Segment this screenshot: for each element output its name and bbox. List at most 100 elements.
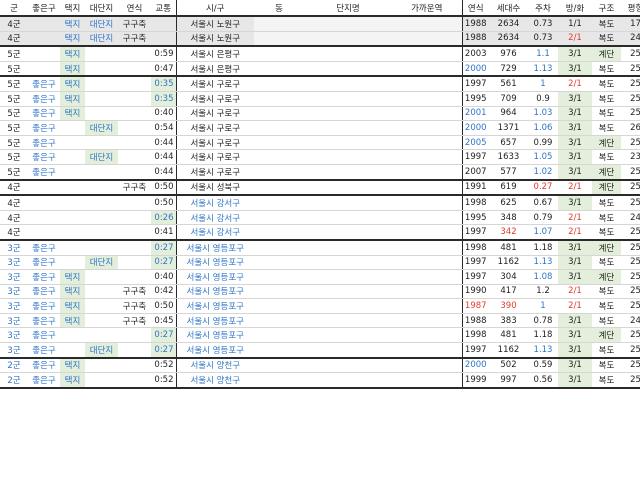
- size-cell[interactable]: 25: [621, 224, 640, 241]
- gun-cell[interactable]: 5군: [0, 149, 28, 165]
- large-complex-cell[interactable]: 대단지: [85, 342, 118, 359]
- age-class-cell[interactable]: [118, 269, 151, 285]
- good-gu-cell[interactable]: 좋은구: [28, 91, 60, 107]
- age-class-cell[interactable]: [118, 46, 151, 62]
- header-size[interactable]: 평형: [621, 0, 640, 17]
- size-cell[interactable]: 25: [621, 61, 640, 78]
- header-large-complex[interactable]: 대단지: [85, 0, 118, 17]
- complex-name-cell[interactable]: [304, 298, 392, 314]
- size-cell[interactable]: 23: [621, 149, 640, 165]
- large-complex-cell[interactable]: [85, 327, 118, 344]
- dong-cell[interactable]: [254, 313, 304, 329]
- households-cell[interactable]: 619: [489, 179, 528, 197]
- complex-name-cell[interactable]: [304, 342, 392, 359]
- city-gu-cell[interactable]: 서울시 양천구: [175, 372, 254, 389]
- traffic-cell[interactable]: 0:27: [151, 239, 176, 256]
- dong-cell[interactable]: [254, 342, 304, 359]
- traffic-cell[interactable]: 0:26: [151, 210, 176, 226]
- large-complex-cell[interactable]: [85, 239, 118, 256]
- traffic-cell[interactable]: 0:35: [151, 91, 176, 107]
- parking-cell[interactable]: 1.05: [528, 149, 558, 165]
- traffic-cell[interactable]: 0:44: [151, 149, 176, 165]
- gun-cell[interactable]: 4군: [0, 16, 28, 32]
- parking-cell[interactable]: 0.99: [528, 135, 558, 151]
- parking-cell[interactable]: 0.79: [528, 210, 558, 226]
- large-complex-cell[interactable]: [85, 91, 118, 107]
- city-gu-cell[interactable]: 서울시 노원구: [175, 31, 254, 48]
- year-built-cell[interactable]: 2000: [461, 61, 489, 78]
- header-complex-name[interactable]: 단지명: [304, 0, 392, 17]
- nearest-station-cell[interactable]: [392, 179, 462, 197]
- gun-cell[interactable]: 4군: [0, 210, 28, 226]
- taekji-cell[interactable]: 택지: [60, 46, 85, 62]
- age-class-cell[interactable]: [118, 342, 151, 359]
- header-rooms-baths[interactable]: 방/화: [558, 0, 592, 17]
- households-cell[interactable]: 964: [489, 106, 528, 122]
- dong-cell[interactable]: [254, 327, 304, 344]
- taekji-cell[interactable]: 택지: [60, 61, 85, 78]
- parking-cell[interactable]: 0.27: [528, 179, 558, 197]
- age-class-cell[interactable]: [118, 164, 151, 181]
- taekji-cell[interactable]: [60, 327, 85, 344]
- rooms-baths-cell[interactable]: 3/1: [558, 372, 592, 389]
- parking-cell[interactable]: 1.02: [528, 164, 558, 181]
- good-gu-cell[interactable]: [28, 224, 60, 241]
- structure-cell[interactable]: 복도: [592, 31, 621, 48]
- large-complex-cell[interactable]: [85, 313, 118, 329]
- gun-cell[interactable]: 3군: [0, 239, 28, 256]
- taekji-cell[interactable]: [60, 164, 85, 181]
- gun-cell[interactable]: 2군: [0, 372, 28, 389]
- rooms-baths-cell[interactable]: 3/1: [558, 239, 592, 256]
- rooms-baths-cell[interactable]: 3/1: [558, 164, 592, 181]
- good-gu-cell[interactable]: 좋은구: [28, 239, 60, 256]
- traffic-cell[interactable]: 0:44: [151, 164, 176, 181]
- dong-cell[interactable]: [254, 195, 304, 211]
- rooms-baths-cell[interactable]: 1/1: [558, 16, 592, 32]
- good-gu-cell[interactable]: [28, 195, 60, 211]
- nearest-station-cell[interactable]: [392, 372, 462, 389]
- complex-name-cell[interactable]: [304, 16, 392, 32]
- parking-cell[interactable]: 0.9: [528, 91, 558, 107]
- rooms-baths-cell[interactable]: 3/1: [558, 195, 592, 211]
- parking-cell[interactable]: 0.73: [528, 31, 558, 48]
- structure-cell[interactable]: 복도: [592, 106, 621, 122]
- city-gu-cell[interactable]: 서울시 구로구: [175, 120, 254, 136]
- city-gu-cell[interactable]: 서울시 양천구: [175, 357, 254, 374]
- complex-name-cell[interactable]: [304, 106, 392, 122]
- age-class-cell[interactable]: 구구축: [118, 284, 151, 300]
- households-cell[interactable]: 561: [489, 76, 528, 92]
- city-gu-cell[interactable]: 서울시 구로구: [175, 149, 254, 165]
- households-cell[interactable]: 1162: [489, 342, 528, 359]
- traffic-cell[interactable]: 0:40: [151, 269, 176, 285]
- gun-cell[interactable]: 4군: [0, 224, 28, 241]
- parking-cell[interactable]: 1.13: [528, 342, 558, 359]
- taekji-cell[interactable]: 택지: [60, 16, 85, 32]
- dong-cell[interactable]: [254, 284, 304, 300]
- header-good-gu[interactable]: 좋은구: [28, 0, 60, 17]
- good-gu-cell[interactable]: 좋은구: [28, 313, 60, 329]
- taekji-cell[interactable]: [60, 120, 85, 136]
- structure-cell[interactable]: 계단: [592, 269, 621, 285]
- rooms-baths-cell[interactable]: 3/1: [558, 106, 592, 122]
- households-cell[interactable]: 348: [489, 210, 528, 226]
- year-built-cell[interactable]: 1988: [461, 313, 489, 329]
- rooms-baths-cell[interactable]: 3/1: [558, 313, 592, 329]
- good-gu-cell[interactable]: [28, 31, 60, 48]
- year-built-cell[interactable]: 1995: [461, 210, 489, 226]
- city-gu-cell[interactable]: 서울시 구로구: [175, 106, 254, 122]
- gun-cell[interactable]: 2군: [0, 357, 28, 374]
- households-cell[interactable]: 383: [489, 313, 528, 329]
- size-cell[interactable]: 25: [621, 106, 640, 122]
- city-gu-cell[interactable]: 서울시 구로구: [175, 91, 254, 107]
- traffic-cell[interactable]: 0:54: [151, 120, 176, 136]
- large-complex-cell[interactable]: [85, 164, 118, 181]
- complex-name-cell[interactable]: [304, 239, 392, 256]
- city-gu-cell[interactable]: 서울시 영등포구: [175, 284, 254, 300]
- good-gu-cell[interactable]: 좋은구: [28, 269, 60, 285]
- structure-cell[interactable]: 계단: [592, 164, 621, 181]
- structure-cell[interactable]: 계단: [592, 135, 621, 151]
- dong-cell[interactable]: [254, 372, 304, 389]
- households-cell[interactable]: 976: [489, 46, 528, 62]
- traffic-cell[interactable]: 0:50: [151, 298, 176, 314]
- structure-cell[interactable]: 복도: [592, 284, 621, 300]
